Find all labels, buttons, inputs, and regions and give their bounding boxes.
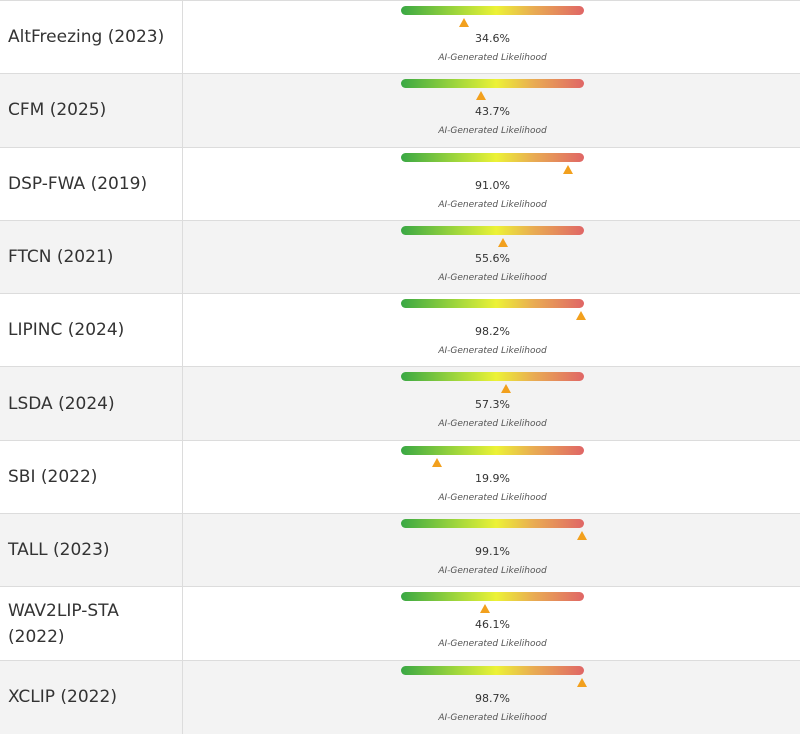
likelihood-caption: AI-Generated Likelihood — [438, 492, 547, 503]
likelihood-meter: 43.7% AI-Generated Likelihood — [401, 79, 584, 141]
likelihood-marker-icon — [562, 164, 573, 174]
likelihood-percent: 98.2% — [475, 325, 510, 339]
model-cell: XCLIP (2022) — [0, 660, 183, 734]
likelihood-caption: AI-Generated Likelihood — [438, 346, 547, 357]
result-row: SBI (2022) 19.9% AI-Generated Likelihood — [0, 440, 800, 515]
model-cell: FTCN (2021) — [0, 220, 183, 294]
likelihood-meter: 46.1% AI-Generated Likelihood — [401, 592, 584, 654]
model-cell: SBI (2022) — [0, 440, 183, 514]
likelihood-caption: AI-Generated Likelihood — [438, 566, 547, 577]
likelihood-gradient-bar — [401, 519, 584, 529]
likelihood-percent: 19.9% — [475, 471, 510, 485]
model-cell: LIPINC (2024) — [0, 294, 183, 367]
score-cell: 91.0% AI-Generated Likelihood — [183, 148, 800, 220]
model-name: XCLIP (2022) — [8, 687, 117, 708]
model-name: AltFreezing (2023) — [8, 27, 165, 48]
score-cell: 55.6% AI-Generated Likelihood — [183, 221, 800, 293]
likelihood-caption: AI-Generated Likelihood — [438, 419, 547, 430]
score-cell: 19.9% AI-Generated Likelihood — [183, 441, 800, 513]
model-name: FTCN (2021) — [8, 247, 114, 268]
likelihood-meter: 91.0% AI-Generated Likelihood — [401, 152, 584, 215]
likelihood-marker-icon — [459, 18, 470, 27]
likelihood-gradient-bar — [401, 6, 584, 15]
score-cell: 34.6% AI-Generated Likelihood — [183, 1, 800, 73]
model-name: DSP-FWA (2019) — [8, 173, 148, 194]
likelihood-percent: 34.6% — [475, 32, 510, 45]
likelihood-gradient-bar — [401, 299, 584, 309]
result-row: DSP-FWA (2019) 91.0% AI-Generated Likeli… — [0, 147, 800, 221]
likelihood-marker-icon — [576, 677, 587, 687]
likelihood-meter: 34.6% AI-Generated Likelihood — [401, 6, 584, 68]
likelihood-marker-icon — [480, 604, 491, 614]
likelihood-meter: 99.1% AI-Generated Likelihood — [401, 519, 588, 581]
result-row: WAV2LIP-STA (2022) 46.1% AI-Generated Li… — [0, 587, 800, 661]
model-cell: WAV2LIP-STA (2022) — [0, 587, 183, 660]
score-cell: 98.2% AI-Generated Likelihood — [183, 294, 800, 366]
score-cell: 99.1% AI-Generated Likelihood — [183, 514, 800, 586]
model-name: SBI (2022) — [8, 466, 98, 487]
result-row: CFM (2025) 43.7% AI-Generated Likelihood — [0, 74, 800, 148]
likelihood-gradient-bar — [401, 372, 584, 382]
likelihood-meter: 98.7% AI-Generated Likelihood — [401, 665, 587, 728]
score-cell: 46.1% AI-Generated Likelihood — [183, 587, 800, 659]
likelihood-gradient-bar — [401, 665, 584, 675]
score-cell: 57.3% AI-Generated Likelihood — [183, 367, 800, 439]
likelihood-caption: AI-Generated Likelihood — [438, 272, 547, 283]
score-cell: 43.7% AI-Generated Likelihood — [183, 74, 800, 146]
likelihood-marker-icon — [432, 457, 443, 467]
likelihood-percent: 55.6% — [475, 251, 510, 265]
result-row: TALL (2023) 99.1% AI-Generated Likelihoo… — [0, 514, 800, 588]
likelihood-gradient-bar — [401, 592, 584, 602]
likelihood-marker-icon — [497, 237, 508, 247]
likelihood-percent: 91.0% — [475, 178, 510, 192]
model-cell: TALL (2023) — [0, 514, 183, 587]
likelihood-marker-icon — [575, 311, 586, 321]
result-row: XCLIP (2022) 98.7% AI-Generated Likeliho… — [0, 660, 800, 734]
model-cell: DSP-FWA (2019) — [0, 147, 183, 220]
likelihood-caption: AI-Generated Likelihood — [438, 712, 547, 723]
model-cell: CFM (2025) — [0, 74, 183, 147]
likelihood-meter: 19.9% AI-Generated Likelihood — [401, 445, 584, 508]
likelihood-meter: 57.3% AI-Generated Likelihood — [401, 372, 584, 434]
likelihood-caption: AI-Generated Likelihood — [438, 53, 547, 63]
result-row: FTCN (2021) 55.6% AI-Generated Likelihoo… — [0, 220, 800, 295]
likelihood-gradient-bar — [401, 225, 584, 235]
likelihood-gradient-bar — [401, 152, 584, 162]
likelihood-percent: 99.1% — [475, 545, 510, 559]
likelihood-meter: 98.2% AI-Generated Likelihood — [401, 299, 586, 361]
result-row: LSDA (2024) 57.3% AI-Generated Likelihoo… — [0, 367, 800, 441]
likelihood-caption: AI-Generated Likelihood — [438, 126, 547, 137]
model-name: WAV2LIP-STA (2022) — [8, 600, 119, 647]
likelihood-percent: 57.3% — [475, 398, 510, 412]
likelihood-meter: 55.6% AI-Generated Likelihood — [401, 225, 584, 288]
likelihood-gradient-bar — [401, 445, 584, 455]
likelihood-caption: AI-Generated Likelihood — [438, 199, 547, 210]
likelihood-percent: 43.7% — [475, 105, 510, 119]
model-name: CFM (2025) — [8, 100, 107, 121]
likelihood-caption: AI-Generated Likelihood — [438, 639, 547, 650]
likelihood-gradient-bar — [401, 79, 584, 89]
model-name: TALL (2023) — [8, 540, 110, 561]
result-row: LIPINC (2024) 98.2% AI-Generated Likelih… — [0, 294, 800, 368]
model-name: LIPINC (2024) — [8, 320, 125, 341]
model-cell: LSDA (2024) — [0, 367, 183, 440]
model-name: LSDA (2024) — [8, 393, 115, 414]
likelihood-marker-icon — [577, 531, 588, 541]
likelihood-marker-icon — [500, 384, 511, 394]
likelihood-percent: 46.1% — [475, 618, 510, 632]
result-row: AltFreezing (2023) 34.6% AI-Generated Li… — [0, 1, 800, 75]
likelihood-marker-icon — [475, 91, 486, 101]
model-cell: AltFreezing (2023) — [0, 1, 183, 74]
score-cell: 98.7% AI-Generated Likelihood — [183, 661, 800, 734]
likelihood-percent: 98.7% — [475, 691, 510, 705]
